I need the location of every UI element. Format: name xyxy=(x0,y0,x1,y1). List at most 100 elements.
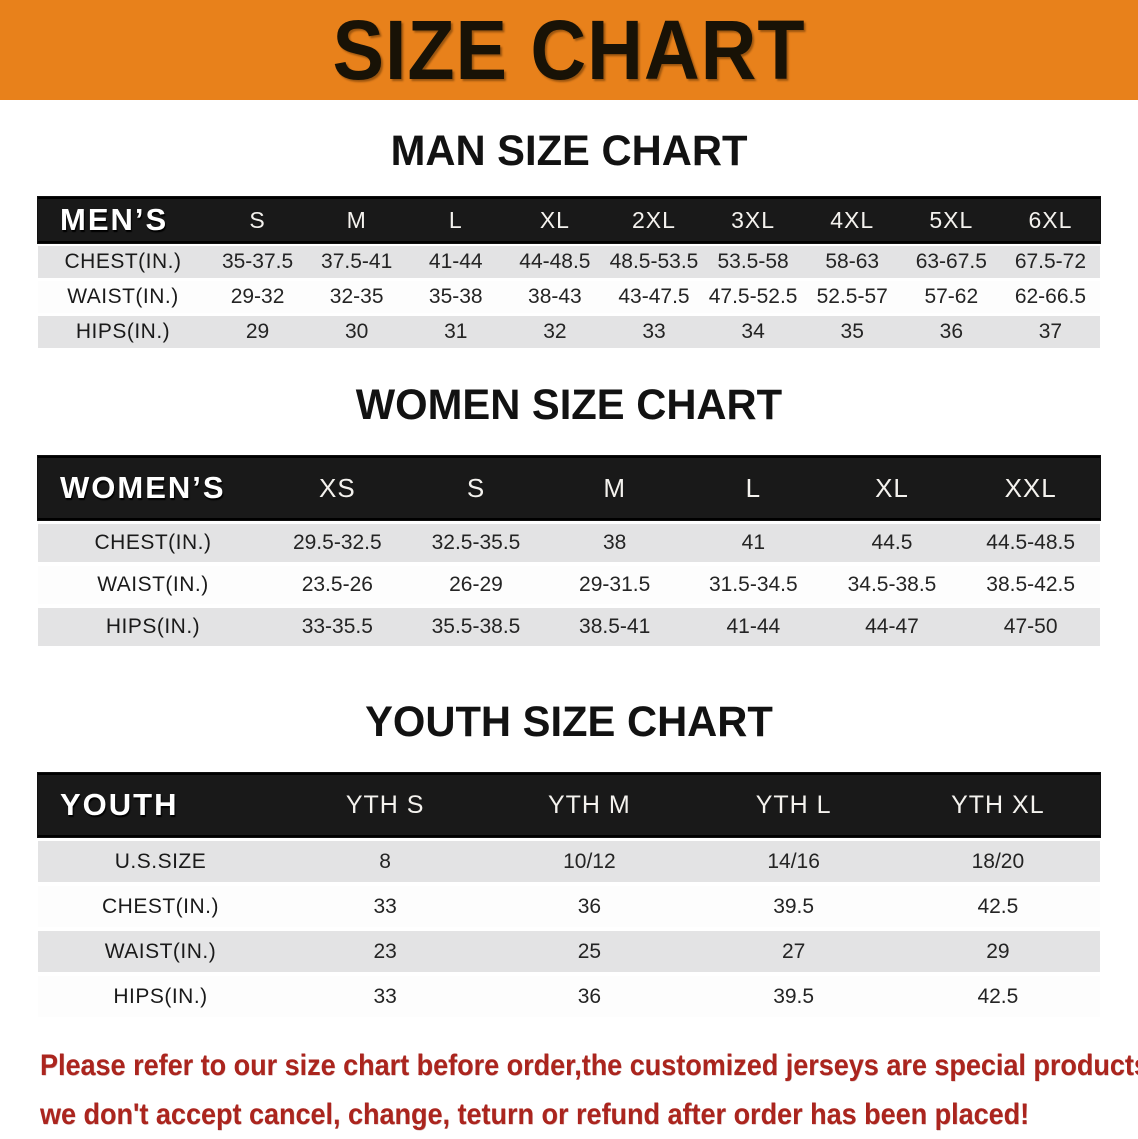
men-table-label: MEN’S xyxy=(60,202,169,238)
table-cell: 29 xyxy=(986,939,1010,963)
women-table-label: WOMEN’S xyxy=(60,470,226,506)
table-cell: 48.5-53.5 xyxy=(609,250,699,274)
men-size-header-1: M xyxy=(346,206,367,233)
men-size-header-8: 6XL xyxy=(1028,206,1073,233)
men-size-header-0: S xyxy=(249,206,266,233)
row-label: CHEST(IN.) xyxy=(102,894,219,918)
women-size-header-5: XXL xyxy=(1004,472,1057,503)
table-cell: 31.5-34.5 xyxy=(708,573,798,597)
table-cell: 41 xyxy=(741,531,765,555)
women-data-row-2: HIPS(IN.) 33-35.5 35.5-38.5 38.5-41 41-44 44-… xyxy=(38,608,1100,647)
table-cell: 41-44 xyxy=(428,250,483,274)
row-label: HIPS(IN.) xyxy=(105,615,201,639)
youth-size-header-1: YTH M xyxy=(547,790,631,819)
disclaimer-line-2: we don't accept cancel, change, teturn o… xyxy=(40,1098,1030,1132)
table-cell: 44-47 xyxy=(865,615,919,639)
men-size-header-6: 4XL xyxy=(830,206,875,233)
size-chart-banner: SIZE CHART xyxy=(0,0,1138,100)
youth-data-row-3: HIPS(IN.) 33 36 39.5 42.5 xyxy=(38,976,1100,1018)
table-cell: 33 xyxy=(373,984,397,1008)
table-cell: 44.5 xyxy=(871,531,913,555)
row-label: CHEST(IN.) xyxy=(64,250,182,274)
table-cell: 47.5-52.5 xyxy=(708,285,798,309)
women-data-row-1: WAIST(IN.) 23.5-26 26-29 29-31.5 31.5-34.5 34… xyxy=(38,566,1100,605)
table-cell: 37 xyxy=(1038,320,1063,344)
men-size-header-7: 5XL xyxy=(929,206,974,233)
youth-data-row-0: U.S.SIZE 8 10/12 14/16 18/20 xyxy=(38,841,1100,883)
table-cell: 32.5-35.5 xyxy=(431,531,521,555)
table-cell: 36 xyxy=(577,894,602,918)
table-cell: 41-44 xyxy=(726,615,781,639)
youth-data-row-1: CHEST(IN.) 33 36 39.5 42.5 xyxy=(38,886,1100,928)
youth-size-table: YOUTH YTH S YTH M YTH L YTH XL U.S.SIZE 8 10/12… xyxy=(38,773,1100,1018)
row-label: WAIST(IN.) xyxy=(104,939,217,963)
table-cell: 42.5 xyxy=(977,984,1019,1008)
table-cell: 8 xyxy=(379,849,391,873)
men-size-header-5: 3XL xyxy=(731,206,776,233)
table-cell: 44.5-48.5 xyxy=(986,531,1076,555)
women-size-table: WOMEN’S XS S M L XL XXL CHEST(IN.) 29.5-32.5 32.5… xyxy=(38,456,1100,647)
table-cell: 29.5-32.5 xyxy=(292,531,382,555)
table-cell: 34.5-38.5 xyxy=(847,573,937,597)
table-cell: 42.5 xyxy=(977,894,1019,918)
men-size-header-2: L xyxy=(448,206,463,233)
table-cell: 67.5-72 xyxy=(1014,250,1087,274)
table-cell: 33-35.5 xyxy=(301,615,373,639)
men-size-header-4: 2XL xyxy=(632,206,676,233)
youth-table-label: YOUTH xyxy=(60,787,179,823)
table-cell: 43-47.5 xyxy=(618,285,690,309)
youth-section-title: YOUTH SIZE CHART xyxy=(365,698,773,747)
men-table-header-row: MEN’S S M L XL 2XL 3XL 4XL 5XL 6XL xyxy=(38,197,1100,244)
table-cell: 36 xyxy=(577,984,602,1008)
men-data-row-2: HIPS(IN.) 29 30 31 32 33 34 35 36 37 xyxy=(38,316,1100,349)
women-table-header-row: WOMEN’S XS S M L XL XXL xyxy=(38,456,1100,521)
disclaimer-line-1: Please refer to our size chart before or… xyxy=(40,1049,1138,1083)
table-cell: 39.5 xyxy=(773,894,815,918)
banner-title: SIZE CHART xyxy=(332,3,806,97)
table-cell: 29-32 xyxy=(230,285,285,309)
table-cell: 26-29 xyxy=(449,573,503,597)
table-cell: 25 xyxy=(577,939,602,963)
row-label: U.S.SIZE xyxy=(114,849,207,873)
table-cell: 38.5-42.5 xyxy=(986,573,1076,597)
disclaimer: Please refer to our size chart before or… xyxy=(40,1041,1138,1139)
table-cell: 35-38 xyxy=(428,285,483,309)
table-cell: 53.5-58 xyxy=(717,250,789,274)
table-cell: 35.5-38.5 xyxy=(431,615,521,639)
men-size-header-3: XL xyxy=(539,206,570,233)
men-data-row-1: WAIST(IN.) 29-32 32-35 35-38 38-43 43-47.5 47.… xyxy=(38,281,1100,314)
table-cell: 38.5-41 xyxy=(579,615,651,639)
table-cell: 33 xyxy=(373,894,397,918)
table-cell: 23 xyxy=(373,939,397,963)
row-label: HIPS(IN.) xyxy=(113,984,208,1008)
women-size-header-2: M xyxy=(603,472,626,503)
row-label: WAIST(IN.) xyxy=(97,573,209,597)
women-size-header-3: L xyxy=(745,472,762,503)
table-cell: 52.5-57 xyxy=(816,285,888,309)
table-cell: 30 xyxy=(344,320,369,344)
table-cell: 39.5 xyxy=(773,984,815,1008)
men-size-table: MEN’S S M L XL 2XL 3XL 4XL 5XL 6XL CHEST(IN.) 35-37… xyxy=(38,197,1100,349)
table-cell: 27 xyxy=(781,939,806,963)
table-cell: 37.5-41 xyxy=(321,250,393,274)
table-cell: 38-43 xyxy=(528,285,582,309)
table-cell: 63-67.5 xyxy=(915,250,987,274)
table-cell: 62-66.5 xyxy=(1014,285,1087,309)
table-cell: 47-50 xyxy=(1003,615,1058,639)
table-cell: 10/12 xyxy=(563,849,616,873)
table-cell: 32-35 xyxy=(329,285,384,309)
table-cell: 35 xyxy=(840,320,864,344)
row-label: HIPS(IN.) xyxy=(75,320,171,344)
table-cell: 14/16 xyxy=(767,849,820,873)
youth-table-header-row: YOUTH YTH S YTH M YTH L YTH XL xyxy=(38,773,1100,838)
youth-data-row-2: WAIST(IN.) 23 25 27 29 xyxy=(38,931,1100,973)
table-cell: 23.5-26 xyxy=(301,573,373,597)
table-cell: 29 xyxy=(245,320,270,344)
table-cell: 31 xyxy=(444,320,468,344)
row-label: CHEST(IN.) xyxy=(94,531,212,555)
table-cell: 35-37.5 xyxy=(221,250,294,274)
youth-size-header-2: YTH L xyxy=(755,790,832,819)
table-cell: 33 xyxy=(642,320,666,344)
table-cell: 58-63 xyxy=(825,250,880,274)
women-size-header-1: S xyxy=(466,472,486,503)
